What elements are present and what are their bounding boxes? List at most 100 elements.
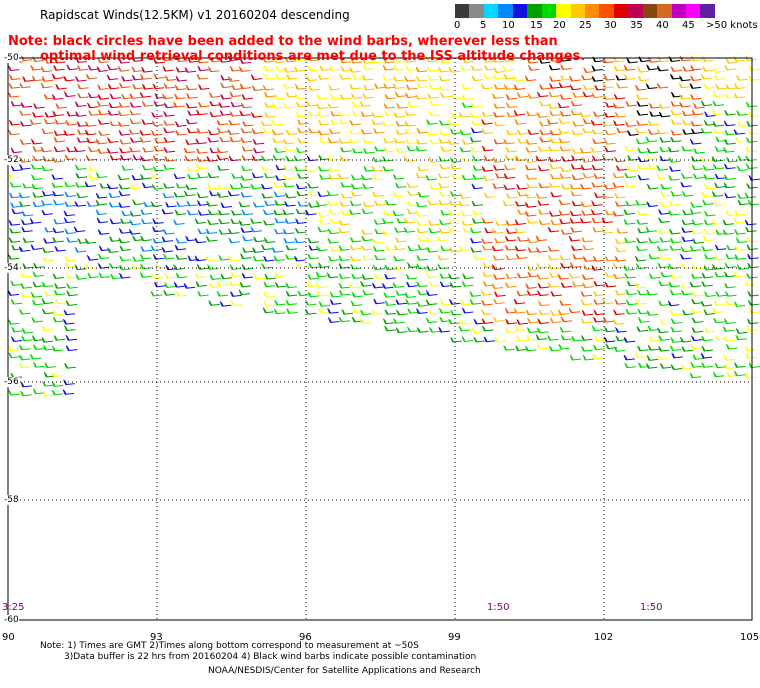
wind-barb — [646, 64, 658, 71]
wind-barb — [681, 283, 693, 289]
wind-barb — [415, 172, 428, 179]
wind-barb — [637, 289, 649, 296]
wind-barb — [95, 172, 108, 179]
wind-barb — [161, 93, 174, 100]
wind-barb — [404, 128, 417, 135]
wind-barb — [209, 274, 222, 280]
wind-barb — [283, 237, 295, 244]
wind-barb — [604, 281, 617, 288]
wind-barb — [229, 91, 241, 98]
wind-barb — [569, 262, 582, 268]
wind-barb — [580, 299, 593, 306]
wind-barb — [723, 336, 735, 342]
wind-barb — [493, 298, 505, 305]
wind-barb — [448, 200, 461, 206]
wind-barb — [658, 209, 670, 215]
wind-barb — [30, 138, 43, 145]
wind-barb — [339, 201, 352, 207]
wind-barb — [87, 92, 100, 99]
wind-barb — [591, 181, 603, 188]
wind-barb — [736, 264, 749, 270]
wind-barb — [295, 208, 308, 215]
wind-barb — [559, 173, 572, 179]
wind-barb — [196, 73, 208, 80]
wind-barb — [184, 155, 196, 162]
wind-barb — [20, 102, 33, 108]
wind-barb — [681, 236, 694, 242]
wind-barb — [140, 74, 152, 80]
wind-barb — [63, 379, 75, 386]
legend-label: 45 — [682, 20, 695, 31]
legend-label: 5 — [480, 20, 487, 31]
wind-barb — [110, 273, 122, 280]
wind-barb — [504, 307, 517, 314]
wind-barb — [141, 66, 153, 73]
wind-barb — [393, 191, 405, 198]
wind-barb — [682, 309, 694, 316]
wind-barb — [120, 154, 132, 161]
wind-barb — [362, 254, 374, 261]
wind-barb — [253, 236, 265, 243]
wind-barb — [526, 182, 538, 189]
wind-barb — [361, 174, 373, 181]
wind-barb — [239, 83, 252, 90]
wind-barb — [733, 92, 746, 99]
wind-barb — [580, 201, 593, 208]
wind-barb — [382, 209, 395, 216]
wind-barb — [547, 226, 560, 233]
wind-barb — [338, 316, 351, 323]
footer-credit: NOAA/NESDIS/Center for Satellite Applica… — [208, 666, 481, 676]
wind-barb — [32, 344, 45, 350]
wind-barb — [33, 362, 45, 368]
wind-barb — [362, 137, 375, 144]
wind-barb — [745, 372, 757, 379]
wind-barb — [77, 92, 89, 99]
wind-barb — [53, 218, 65, 225]
wind-barb — [208, 129, 220, 136]
wind-barb — [572, 281, 584, 287]
wind-barb — [97, 253, 110, 260]
wind-barb — [428, 308, 441, 315]
wind-barb — [339, 118, 351, 125]
wind-barb — [393, 255, 405, 262]
wind-barb — [670, 136, 682, 143]
wind-barb — [8, 389, 20, 396]
wind-barb — [580, 291, 593, 297]
wind-barb — [139, 129, 152, 136]
wind-barb — [670, 190, 683, 197]
wind-barb — [593, 316, 605, 323]
wind-barb — [174, 93, 186, 100]
wind-barb — [429, 184, 442, 190]
wind-barb — [318, 262, 330, 268]
wind-barb — [682, 110, 694, 117]
wind-barb — [283, 138, 295, 145]
wind-barb — [385, 245, 397, 251]
wind-barb — [416, 227, 429, 234]
wind-barb — [19, 82, 31, 89]
wind-barb — [119, 147, 131, 154]
wind-barb — [715, 291, 727, 297]
wind-barb — [470, 127, 483, 134]
wind-barb — [615, 327, 627, 333]
wind-barb — [151, 173, 163, 179]
wind-barb — [503, 84, 516, 90]
wind-barb — [349, 67, 361, 73]
wind-barb — [483, 336, 496, 343]
wind-barb — [571, 174, 584, 181]
wind-barb — [164, 75, 177, 81]
lat-label: -60 — [4, 615, 19, 625]
wind-barb — [439, 219, 451, 225]
wind-barb — [550, 173, 562, 180]
wind-barb — [416, 327, 429, 333]
wind-barb — [308, 262, 320, 269]
wind-barb — [458, 245, 471, 251]
wind-barb — [44, 362, 56, 369]
wind-barb — [392, 173, 405, 180]
wind-barb — [65, 335, 78, 341]
wind-barb — [733, 301, 746, 307]
wind-barb — [670, 66, 683, 72]
wind-barb — [216, 154, 229, 160]
wind-barb — [625, 289, 637, 296]
wind-barb — [229, 111, 242, 117]
wind-barb — [220, 273, 232, 280]
